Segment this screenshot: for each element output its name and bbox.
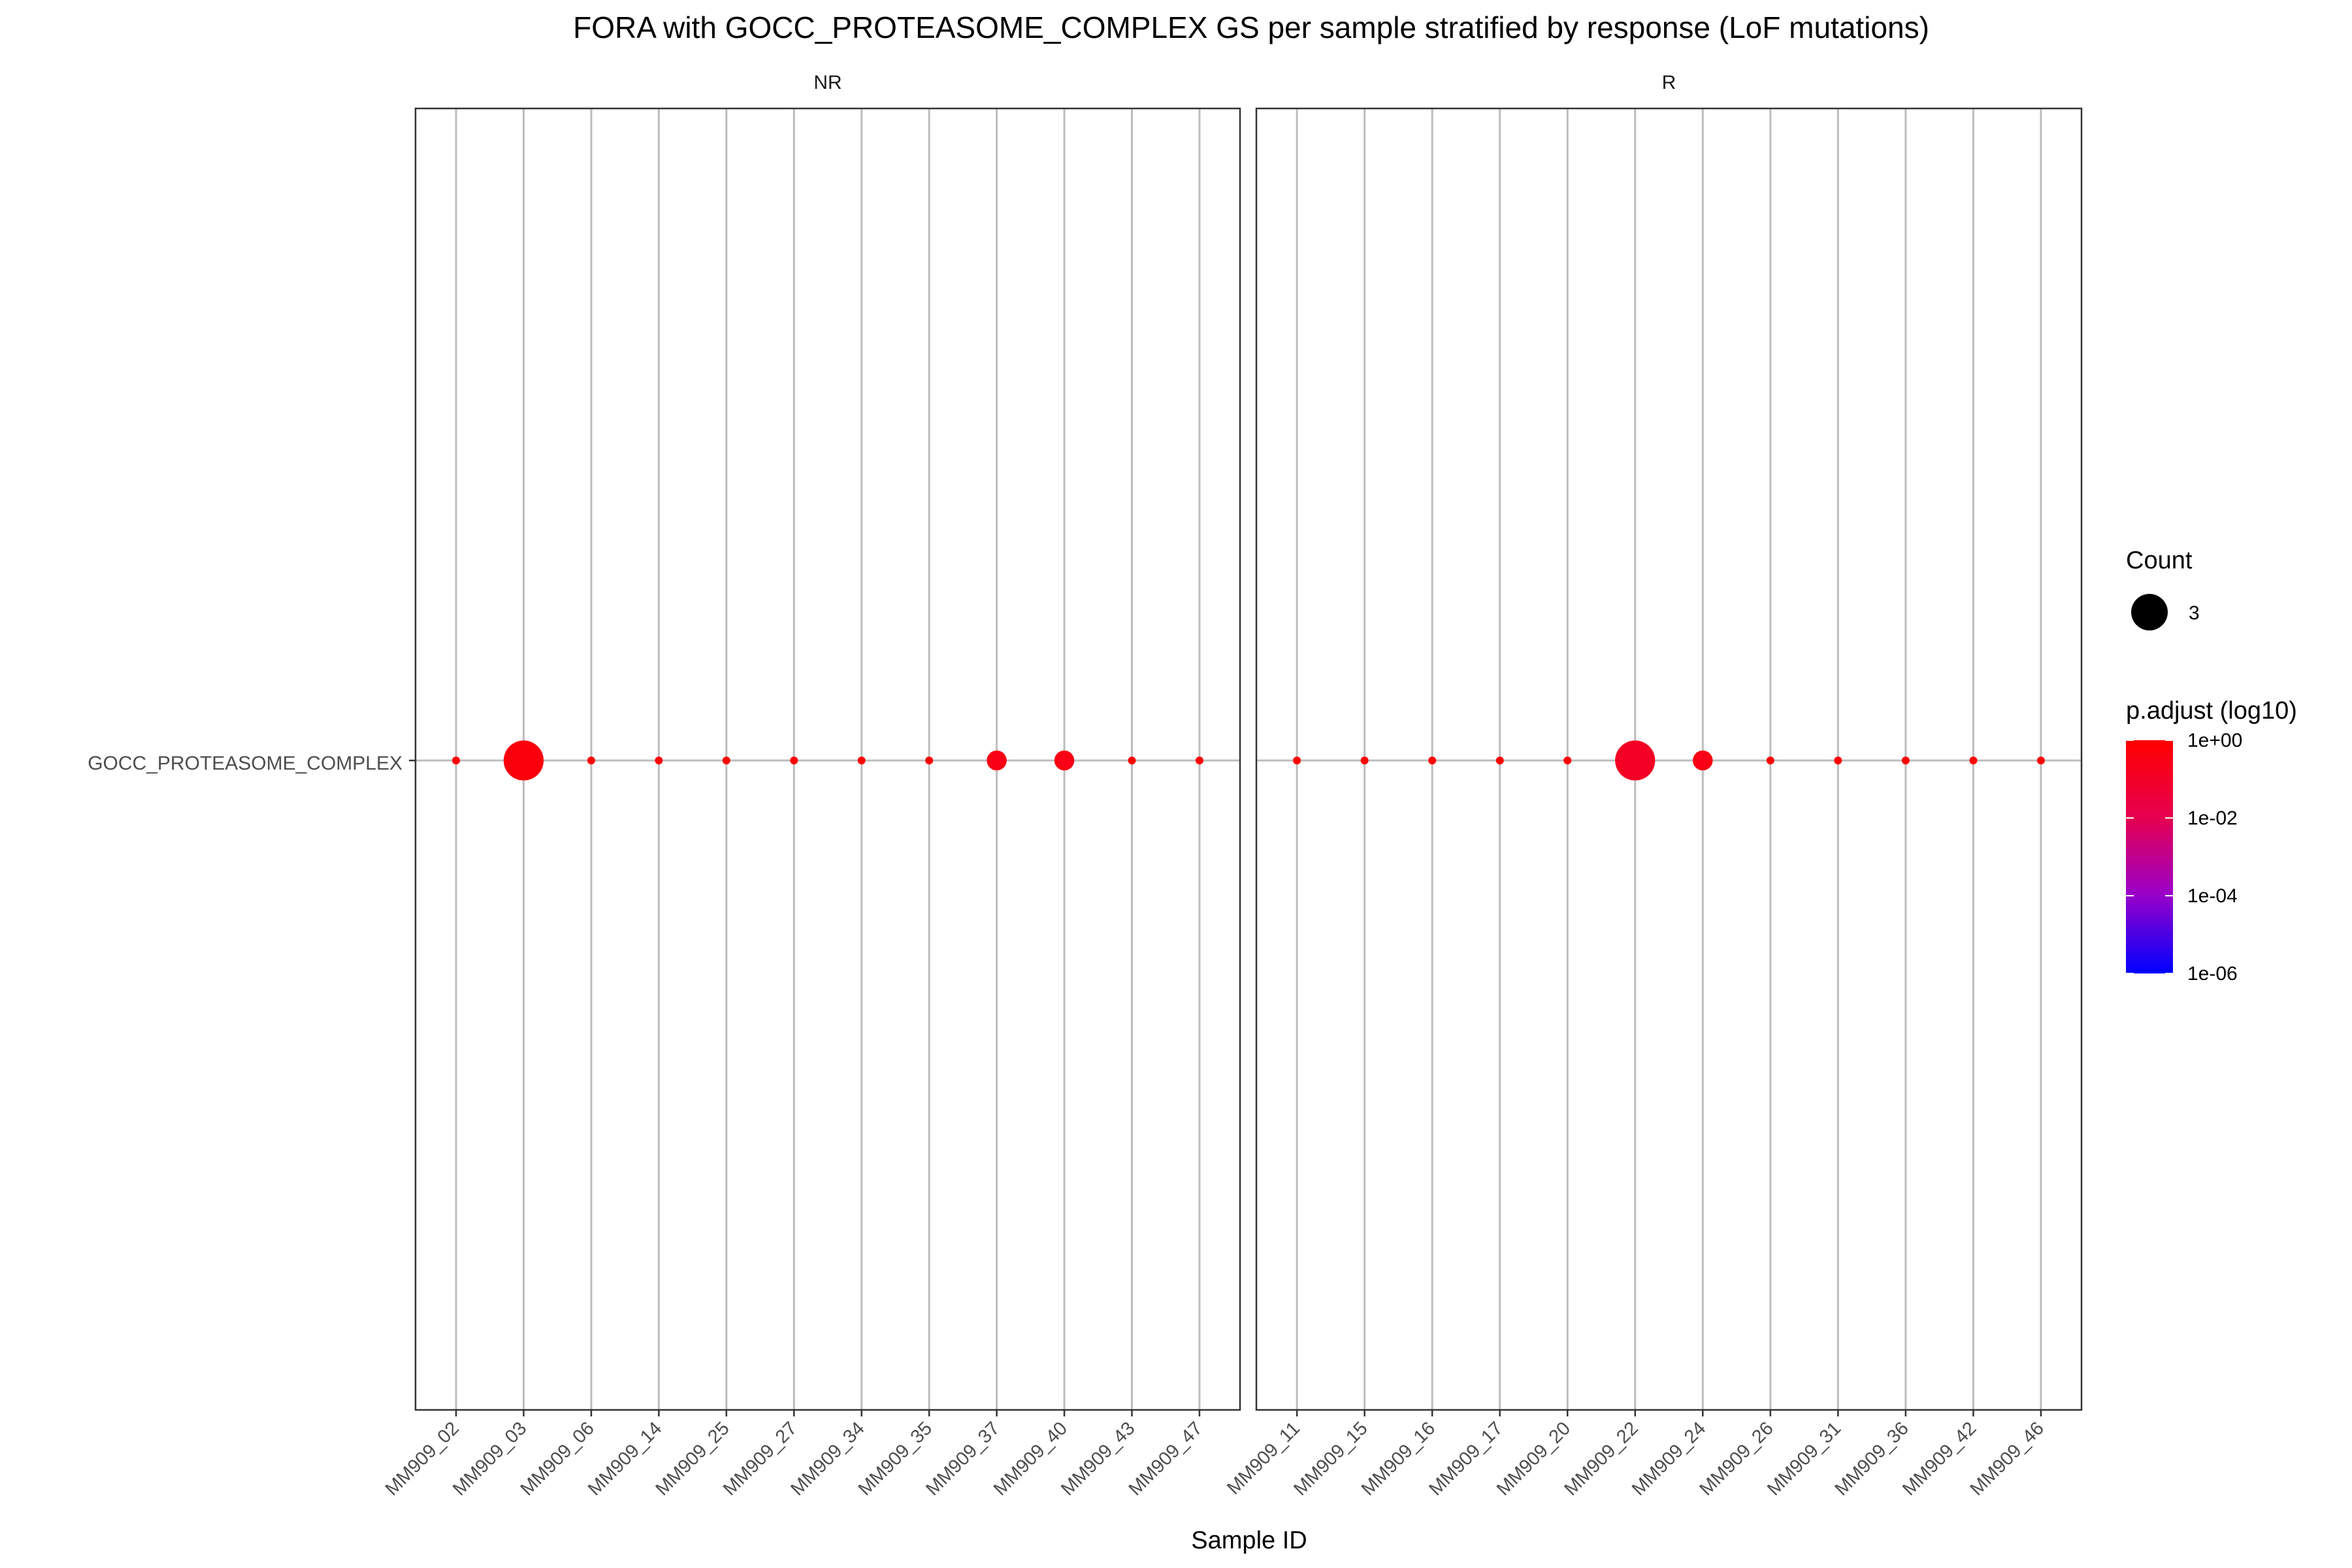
panel-strip-label: NR bbox=[813, 72, 841, 93]
data-point bbox=[1563, 757, 1572, 764]
color-legend-title: p.adjust (log10) bbox=[2126, 697, 2297, 725]
data-point bbox=[1293, 757, 1301, 764]
data-point bbox=[587, 757, 595, 764]
data-point bbox=[1054, 750, 1075, 771]
data-point bbox=[790, 757, 798, 764]
x-axis-title: Sample ID bbox=[1191, 1527, 1307, 1554]
panel-strip-label: R bbox=[1662, 72, 1676, 93]
size-legend-label: 3 bbox=[2189, 602, 2200, 624]
panel-border bbox=[1255, 107, 2083, 1411]
data-point bbox=[1766, 757, 1774, 764]
size-legend-key bbox=[2131, 594, 2168, 630]
color-bar-tick-label: 1e-02 bbox=[2187, 808, 2238, 829]
data-point bbox=[452, 757, 461, 764]
color-bar-tick-label: 1e-06 bbox=[2187, 963, 2238, 985]
data-point bbox=[1495, 757, 1504, 764]
color-bar-tick-label: 1e+00 bbox=[2187, 730, 2242, 751]
data-point bbox=[1834, 757, 1842, 764]
panels: NRMM909_02MM909_03MM909_06MM909_14MM909_… bbox=[382, 72, 2083, 1500]
data-point bbox=[1693, 750, 1713, 771]
data-point bbox=[2036, 757, 2045, 764]
panel-border bbox=[414, 107, 1241, 1411]
data-point bbox=[503, 740, 544, 781]
chart-title: FORA with GOCC_PROTEASOME_COMPLEX GS per… bbox=[573, 10, 1929, 44]
data-point bbox=[1195, 757, 1203, 764]
data-point bbox=[987, 750, 1007, 771]
data-point bbox=[1428, 757, 1437, 764]
data-point bbox=[925, 757, 934, 764]
data-point bbox=[722, 757, 730, 764]
size-legend-title: Count bbox=[2126, 547, 2193, 574]
data-point bbox=[1360, 757, 1369, 764]
data-point bbox=[1615, 740, 1656, 781]
color-bar bbox=[2126, 740, 2173, 973]
color-bar-tick-label: 1e-04 bbox=[2187, 885, 2238, 907]
x-tick-label: MM909_46 bbox=[1967, 1418, 2048, 1499]
x-tick-label: MM909_47 bbox=[1125, 1418, 1207, 1499]
data-point bbox=[1969, 757, 1978, 764]
legend: Count 3 p.adjust (log10) 1e+00 1e-02 1e-04… bbox=[2126, 547, 2297, 985]
y-category-label: GOCC_PROTEASOME_COMPLEX bbox=[88, 753, 402, 774]
data-point bbox=[1128, 757, 1136, 764]
data-point bbox=[655, 757, 663, 764]
panel-nr: NRMM909_02MM909_03MM909_06MM909_14MM909_… bbox=[382, 72, 1241, 1500]
data-point bbox=[1901, 757, 1910, 764]
panel-r: RMM909_11MM909_15MM909_16MM909_17MM909_2… bbox=[1223, 72, 2083, 1500]
data-point bbox=[857, 757, 866, 764]
